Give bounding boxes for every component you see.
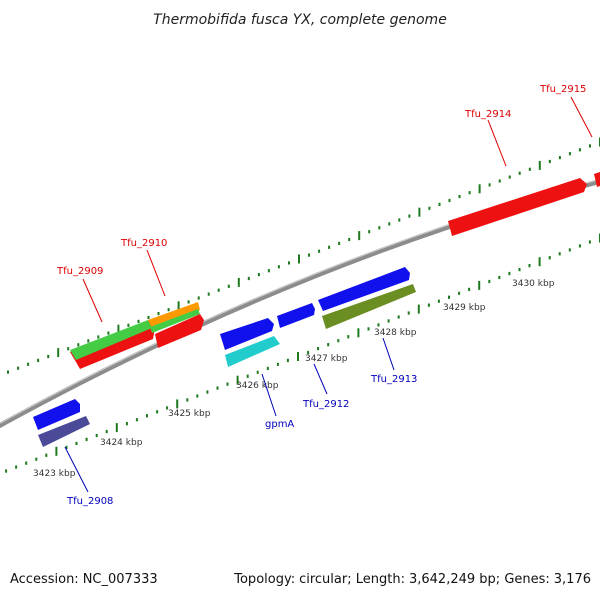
- genes-label: Genes:: [504, 572, 550, 587]
- kbp-label: 3427 kbp: [305, 354, 348, 364]
- forward-gene-label[interactable]: Tfu_2915: [539, 84, 586, 95]
- reverse-gene-label[interactable]: Tfu_2912: [302, 399, 349, 410]
- gene-labels: Tfu_2909 Tfu_2910 Tfu_2914 Tfu_2915 Tfu_…: [56, 84, 593, 507]
- gene-feature[interactable]: [148, 302, 200, 328]
- gene-feature[interactable]: [448, 178, 587, 236]
- kbp-label: 3425 kbp: [168, 409, 211, 419]
- gene-feature[interactable]: [594, 172, 600, 187]
- accession-label: Accession:: [10, 572, 79, 587]
- length-label: Length:: [355, 572, 405, 587]
- separator: ;: [347, 572, 356, 587]
- gene-feature[interactable]: [70, 320, 152, 360]
- backbone-line: [0, 178, 600, 429]
- length-value: 3,642,249 bp: [408, 572, 496, 587]
- accession-info: Accession: NC_007333: [10, 572, 158, 587]
- inner-tick-ruler: [5, 233, 600, 473]
- gene-feature[interactable]: [155, 314, 204, 348]
- gene-feature[interactable]: [225, 336, 280, 367]
- kbp-label: 3426 kbp: [236, 381, 279, 391]
- kbp-label: 3423 kbp: [33, 469, 76, 479]
- reverse-gene-label[interactable]: Tfu_2913: [370, 374, 417, 385]
- gene-feature[interactable]: [220, 318, 274, 350]
- gene-feature[interactable]: [277, 303, 315, 328]
- accession-value: NC_007333: [82, 572, 158, 587]
- gene-feature[interactable]: [150, 309, 200, 333]
- kbp-label: 3424 kbp: [100, 438, 143, 448]
- kbp-labels: 3423 kbp 3424 kbp 3425 kbp 3426 kbp 3427…: [33, 279, 555, 479]
- gene-feature[interactable]: [38, 416, 90, 447]
- gene-feature[interactable]: [33, 399, 80, 430]
- forward-gene-label[interactable]: Tfu_2909: [56, 266, 103, 277]
- kbp-label: 3430 kbp: [512, 279, 555, 289]
- reverse-gene-label[interactable]: Tfu_2908: [66, 496, 113, 507]
- genome-stats: Topology: circular; Length: 3,642,249 bp; …: [234, 572, 591, 587]
- forward-gene-label[interactable]: Tfu_2914: [464, 109, 511, 120]
- gene-feature[interactable]: [322, 284, 416, 329]
- kbp-label: 3428 kbp: [374, 328, 417, 338]
- reverse-gene-label[interactable]: gpmA: [265, 419, 294, 430]
- kbp-label: 3429 kbp: [443, 303, 486, 313]
- topology-label: Topology:: [234, 572, 296, 587]
- map-title: Thermobifida fusca YX, complete genome: [153, 12, 447, 28]
- forward-gene-label[interactable]: Tfu_2910: [120, 238, 167, 249]
- separator: ;: [495, 572, 505, 587]
- topology-value: circular: [299, 572, 348, 587]
- gene-features: [33, 172, 600, 447]
- gene-feature[interactable]: [318, 267, 410, 311]
- genes-value: 3,176: [553, 572, 591, 587]
